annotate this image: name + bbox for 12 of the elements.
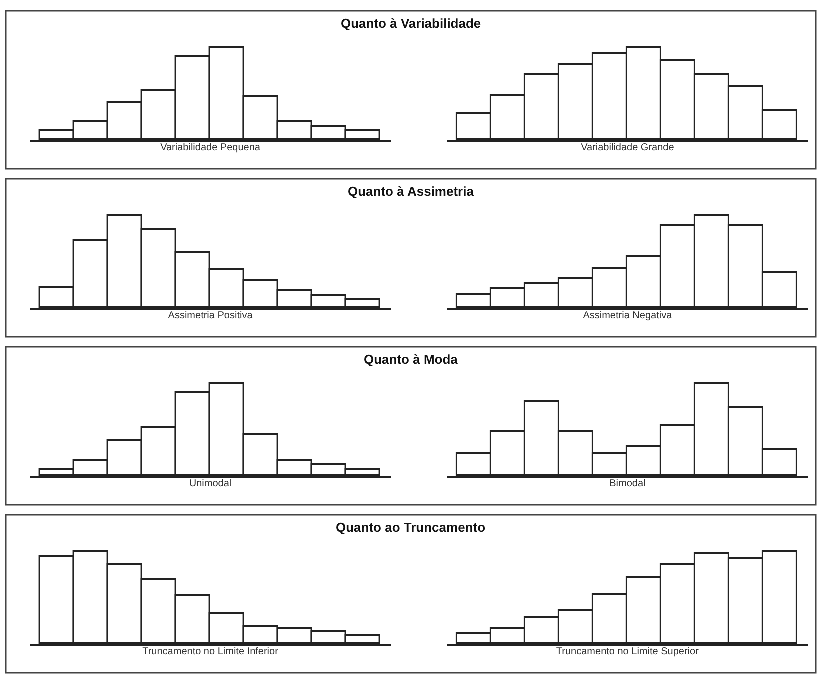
x-axis-title: Variabilidade Grande	[581, 142, 675, 154]
x-axis-title: Assimetria Positiva	[168, 310, 254, 322]
x-axis-title: Variabilidade Pequena	[160, 142, 261, 154]
chart-title: Quanto à Variabilidade	[341, 16, 482, 31]
x-axis-title: Assimetria Negativa	[583, 310, 673, 322]
x-axis-title: Bimodal	[610, 478, 646, 490]
x-axis-title: Unimodal	[189, 478, 232, 490]
chart-title: Quanto à Assimetria	[348, 184, 475, 199]
chart-title: Quanto à Moda	[364, 352, 459, 367]
x-axis-title: Truncamento no Limite Superior	[556, 646, 700, 658]
chart-title: Quanto ao Truncamento	[336, 520, 486, 535]
x-axis-title: Truncamento no Limite Inferior	[142, 646, 280, 658]
